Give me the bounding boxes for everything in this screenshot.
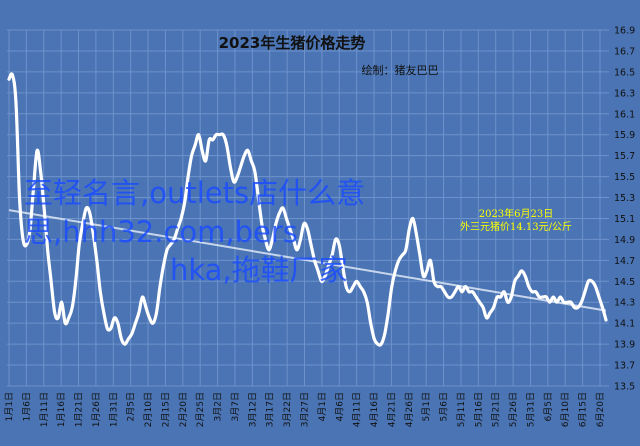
x-tick-label: 6月15日 — [578, 392, 589, 427]
x-tick-label: 3月17日 — [265, 392, 276, 427]
y-tick-label: 15.5 — [614, 172, 635, 183]
y-tick-label: 13.7 — [614, 361, 635, 372]
x-tick-label: 6月20日 — [595, 392, 606, 427]
x-tick-label: 2月15日 — [160, 392, 171, 427]
x-tick-label: 1月6日 — [21, 392, 32, 421]
x-tick-label: 4月11日 — [352, 392, 363, 427]
y-tick-label: 15.3 — [614, 193, 635, 204]
y-tick-label: 13.9 — [614, 340, 635, 351]
y-tick-label: 15.9 — [614, 130, 635, 141]
annotation-date: 2023年6月23日 — [479, 207, 554, 220]
watermark-line-2: 思,hhh32.com,bers — [24, 215, 298, 249]
x-tick-label: 1月21日 — [74, 392, 85, 427]
y-tick-label: 16.7 — [614, 46, 635, 57]
x-tick-label: 1月31日 — [108, 392, 119, 427]
x-tick-label: 1月1日 — [4, 392, 15, 421]
y-tick-label: 16.9 — [614, 26, 635, 37]
y-tick-label: 14.5 — [614, 277, 635, 288]
y-tick-label: 16.1 — [614, 109, 635, 120]
watermark-line-3: hka,拖鞋厂家 — [170, 253, 348, 287]
x-tick-label: 4月1日 — [317, 392, 328, 421]
x-tick-label: 2月5日 — [126, 392, 137, 421]
y-tick-label: 14.1 — [614, 319, 635, 330]
x-tick-label: 5月11日 — [456, 392, 467, 427]
y-tick-label: 16.5 — [614, 67, 635, 78]
chart-title: 2023年生猪价格走势 — [219, 34, 366, 52]
watermark-line-1: 至轻名言,outlets店什么意 — [24, 176, 365, 210]
x-tick-label: 2月20日 — [178, 392, 189, 427]
x-tick-label: 4月16日 — [369, 392, 380, 427]
x-tick-label: 4月26日 — [404, 392, 415, 427]
x-tick-label: 6月10日 — [560, 392, 571, 427]
annotation-price: 外三元猪价14.13元/公斤 — [460, 221, 572, 233]
x-tick-label: 6月5日 — [543, 392, 554, 421]
x-axis-ticks: 1月1日 1月6日 1月11日 1月16日 1月21日 1月26日 1月31日 2月5日 2月1… — [4, 392, 606, 427]
y-tick-label: 14.7 — [614, 256, 635, 267]
x-tick-label: 1月26日 — [91, 392, 102, 427]
x-tick-label: 3月7日 — [230, 392, 241, 421]
x-tick-label: 3月2日 — [213, 392, 224, 421]
x-tick-label: 2月10日 — [143, 392, 154, 427]
y-tick-label: 14.3 — [614, 298, 635, 309]
x-tick-label: 3月12日 — [247, 392, 258, 427]
x-tick-label: 3月22日 — [282, 392, 293, 427]
y-tick-label: 15.1 — [614, 214, 635, 225]
y-tick-label: 15.7 — [614, 151, 635, 162]
x-tick-label: 3月27日 — [300, 392, 311, 427]
y-tick-label: 13.5 — [614, 382, 635, 393]
x-tick-label: 4月21日 — [386, 392, 397, 427]
x-tick-label: 5月26日 — [508, 392, 519, 427]
x-tick-label: 5月1日 — [421, 392, 432, 421]
chart-subtitle: 绘制：猪友巴巴 — [362, 63, 439, 77]
x-tick-label: 1月16日 — [56, 392, 67, 427]
x-tick-label: 5月31日 — [525, 392, 536, 427]
y-axis-ticks: 13.5 13.7 13.9 14.1 14.3 14.5 14.7 14.9 15.1 15.3… — [614, 26, 635, 393]
price-series-line — [7, 72, 608, 347]
y-tick-label: 16.3 — [614, 88, 635, 99]
x-tick-label: 1月11日 — [39, 392, 50, 427]
x-tick-label: 2月25日 — [195, 392, 206, 427]
x-tick-label: 5月21日 — [491, 392, 502, 427]
x-tick-label: 5月16日 — [473, 392, 484, 427]
x-tick-label: 4月6日 — [334, 392, 345, 421]
gridlines — [7, 29, 609, 387]
y-tick-label: 14.9 — [614, 235, 635, 246]
x-tick-label: 5月6日 — [439, 392, 450, 421]
